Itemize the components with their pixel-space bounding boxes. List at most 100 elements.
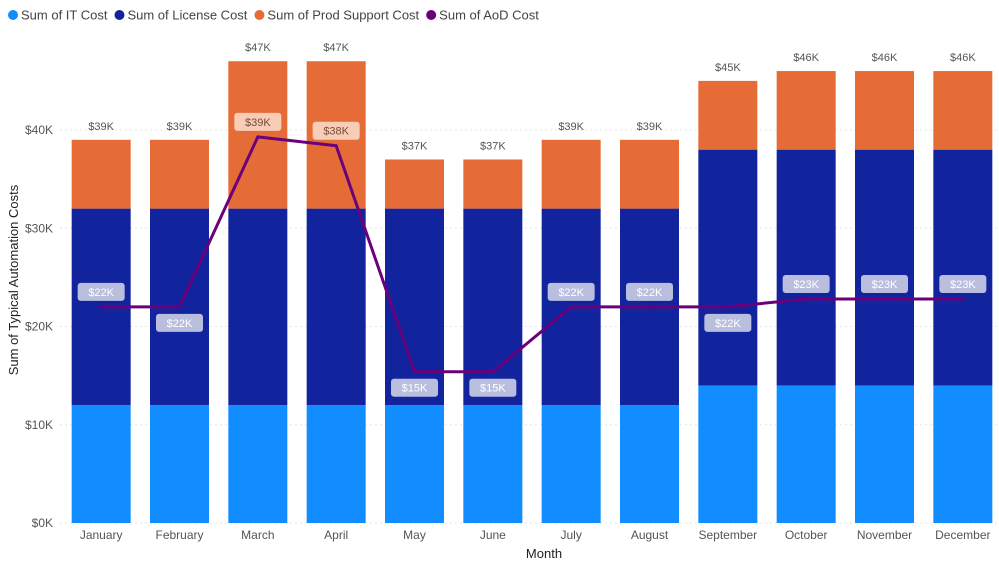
bar-segment[interactable] <box>620 405 679 523</box>
x-tick-label: July <box>560 528 581 542</box>
legend-label: Sum of IT Cost <box>21 8 108 23</box>
aod-label: $15K <box>469 378 517 397</box>
legend-marker <box>8 10 18 20</box>
total-label: $37K <box>480 140 506 152</box>
bar-segment[interactable] <box>228 405 288 523</box>
legend-item[interactable]: Sum of IT Cost <box>8 8 108 23</box>
bar-segment[interactable] <box>463 208 523 406</box>
x-tick-label: December <box>935 528 990 542</box>
legend-item[interactable]: Sum of Prod Support Cost <box>254 8 420 23</box>
aod-point[interactable] <box>99 305 103 309</box>
bar-segment[interactable] <box>855 385 914 523</box>
aod-point[interactable] <box>178 305 181 309</box>
legend-marker <box>114 10 125 20</box>
aod-point[interactable] <box>256 135 260 139</box>
aod-label: $39K <box>234 112 282 131</box>
bar-segment[interactable] <box>71 405 131 523</box>
y-tick-label: $30K <box>25 221 53 235</box>
bar-segment[interactable] <box>620 139 679 209</box>
aod-label-bg <box>156 313 203 332</box>
bar-segment[interactable] <box>306 405 366 523</box>
legend-marker <box>426 10 437 20</box>
aod-point[interactable] <box>413 370 416 374</box>
bar-segment[interactable] <box>150 139 209 209</box>
aod-label-text: $22K <box>558 287 584 299</box>
aod-label-bg <box>547 282 595 301</box>
aod-label: $22K <box>156 313 203 332</box>
aod-label: $22K <box>77 282 125 301</box>
aod-label-text: $15K <box>480 383 506 395</box>
aod-label: $23K <box>861 274 908 293</box>
legend: Sum of IT Cost Sum of License Cost Sum of … <box>8 8 539 23</box>
legend-marker <box>254 10 265 20</box>
aod-label: $15K <box>391 378 438 397</box>
aod-label-bg <box>939 274 987 293</box>
bar-segment[interactable] <box>541 139 601 209</box>
bar-segment[interactable] <box>855 149 914 386</box>
aod-labels: $22K $22K $39K $38K $15K $15K $22K $22K $22K $23K… <box>77 112 987 397</box>
aod-label-bg <box>312 121 360 140</box>
aod-point[interactable] <box>804 297 808 301</box>
aod-label-text: $22K <box>167 318 193 330</box>
bar-segment[interactable] <box>698 80 758 150</box>
bar-segment[interactable] <box>855 71 914 150</box>
bar-segment[interactable] <box>385 159 444 209</box>
bar-segment[interactable] <box>776 71 836 150</box>
aod-point[interactable] <box>569 305 573 309</box>
bar-segment[interactable] <box>228 208 288 406</box>
aod-label: $38K <box>312 121 360 140</box>
aod-label-bg <box>861 274 908 293</box>
y-tick-label: $0K <box>32 516 53 530</box>
bar-segment[interactable] <box>463 405 523 523</box>
aod-label-bg <box>626 282 673 301</box>
total-label: $46K <box>793 52 819 64</box>
bar-segment[interactable] <box>933 149 993 386</box>
bar-segment[interactable] <box>463 159 523 209</box>
aod-label-text: $23K <box>872 279 898 291</box>
total-labels: $39K $39K $47K $47K $37K $37K $39K $39K $45K $46K… <box>88 42 976 152</box>
legend-item[interactable]: Sum of AoD Cost <box>426 8 539 23</box>
legend-label: Sum of Prod Support Cost <box>267 8 419 23</box>
aod-label-bg <box>782 274 830 293</box>
bar-segment[interactable] <box>150 405 209 523</box>
aod-label: $23K <box>939 274 987 293</box>
aod-label-text: $23K <box>793 279 819 291</box>
aod-point[interactable] <box>883 297 886 301</box>
bar-segment[interactable] <box>698 385 758 523</box>
bar-segment[interactable] <box>306 208 366 406</box>
bar-segment[interactable] <box>385 208 444 406</box>
total-label: $47K <box>323 42 349 54</box>
x-tick-label: January <box>80 528 123 542</box>
total-label: $39K <box>637 121 663 133</box>
bar-segment[interactable] <box>71 139 131 209</box>
total-label: $47K <box>245 42 271 54</box>
y-axis-title: Sum of Typical Automation Costs <box>6 184 21 375</box>
legend-label: Sum of AoD Cost <box>439 8 539 23</box>
aod-label-text: $23K <box>950 279 976 291</box>
total-label: $46K <box>950 52 976 64</box>
total-label: $45K <box>715 62 741 74</box>
aod-label: $22K <box>626 282 673 301</box>
aod-point[interactable] <box>961 297 965 301</box>
bar-segment[interactable] <box>541 405 601 523</box>
bar-segment[interactable] <box>933 71 993 150</box>
aod-point[interactable] <box>491 370 495 374</box>
x-tick-label: August <box>631 528 669 542</box>
legend-item[interactable]: Sum of License Cost <box>114 8 248 23</box>
aod-point[interactable] <box>648 305 651 309</box>
bar-segment[interactable] <box>228 61 288 209</box>
total-label: $46K <box>872 52 898 64</box>
aod-point[interactable] <box>726 305 730 309</box>
x-tick-label: November <box>857 528 912 542</box>
bar-segment[interactable] <box>933 385 993 523</box>
bar-segment[interactable] <box>776 149 836 386</box>
bar-segment[interactable] <box>698 149 758 386</box>
y-tick-label: $20K <box>25 320 53 334</box>
bar-segment[interactable] <box>385 405 444 523</box>
aod-label: $22K <box>704 313 752 332</box>
aod-line-path <box>101 135 963 374</box>
aod-point[interactable] <box>334 144 338 148</box>
x-tick-label: April <box>324 528 348 542</box>
x-axis: January February March April May June July Augu… <box>80 528 991 542</box>
bar-segment[interactable] <box>776 385 836 523</box>
